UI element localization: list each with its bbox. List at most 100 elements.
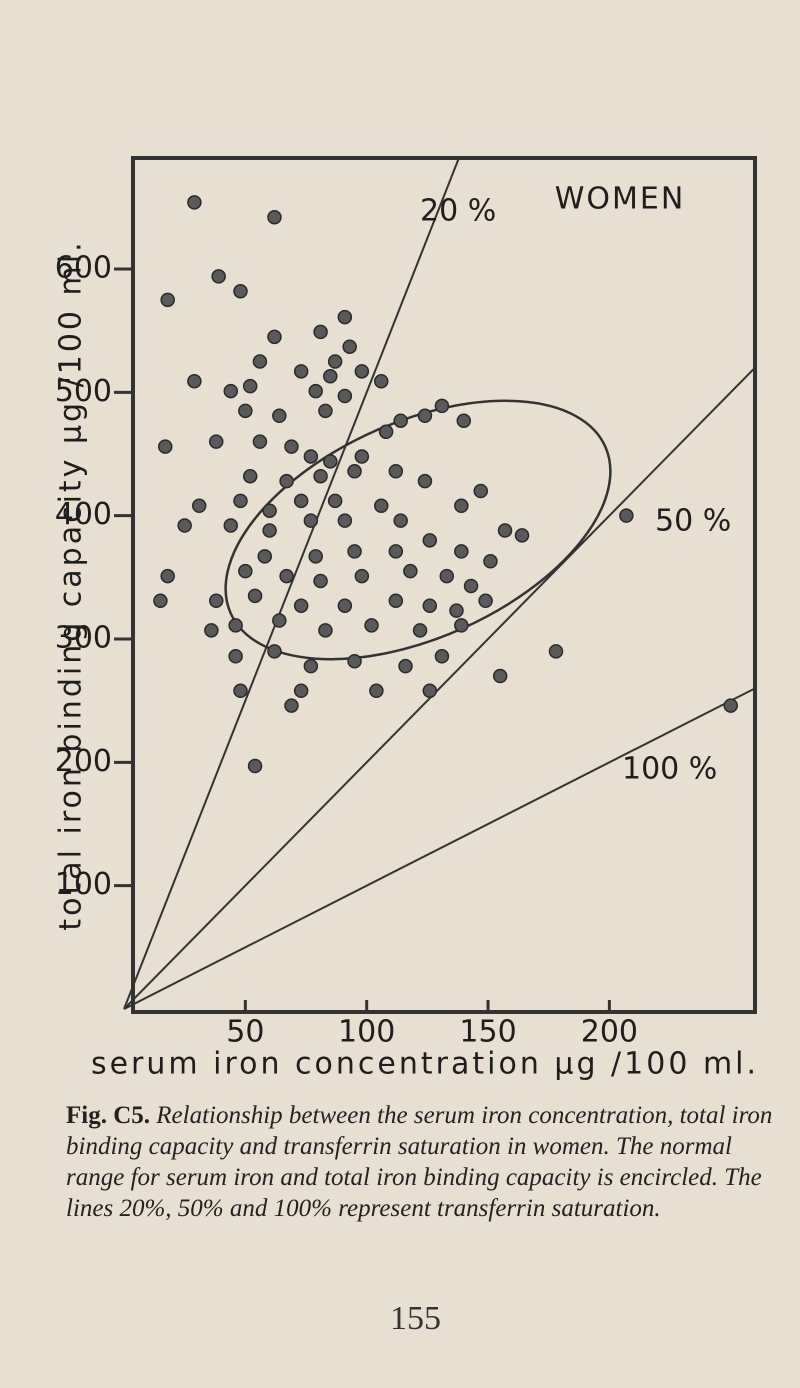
saturation-label: 20 % [420, 194, 496, 229]
y-tick-label: 100 [55, 867, 112, 902]
data-point [242, 468, 258, 484]
data-point [272, 613, 287, 628]
data-point [342, 339, 357, 354]
data-point [398, 658, 413, 674]
data-point [191, 498, 207, 514]
data-point [208, 434, 224, 449]
x-tick-label: 200 [581, 1015, 638, 1050]
data-point [160, 568, 175, 584]
data-point [619, 508, 634, 523]
y-tick-label: 400 [55, 497, 112, 532]
data-point [257, 549, 273, 564]
data-point [242, 378, 258, 394]
data-point [323, 369, 338, 384]
data-point [337, 309, 353, 325]
data-point [422, 683, 438, 699]
x-tick-label: 100 [338, 1015, 395, 1050]
data-point [293, 364, 309, 379]
data-point [284, 439, 299, 454]
data-point [347, 464, 362, 479]
data-point [478, 593, 493, 609]
data-point [347, 544, 362, 559]
data-point [223, 383, 239, 399]
y-tick-label: 500 [55, 374, 112, 409]
chart: WOMEN serum iron concentration μg /100 m… [54, 156, 757, 1082]
data-point [403, 563, 418, 579]
data-point [388, 464, 404, 479]
data-point [160, 292, 175, 308]
data-point [303, 658, 319, 674]
plot-frame [131, 156, 757, 1014]
x-tick-label: 150 [459, 1015, 516, 1050]
data-point [454, 618, 469, 633]
data-point [223, 518, 239, 533]
saturation-line [123, 687, 756, 1010]
data-point [262, 503, 277, 518]
data-point [308, 549, 323, 564]
figure-label: Fig. C5. [66, 1102, 151, 1129]
data-point [417, 473, 433, 489]
data-point [293, 598, 309, 613]
data-point [158, 439, 173, 454]
data-point [337, 598, 353, 613]
data-point [514, 528, 530, 543]
data-point [347, 653, 362, 669]
data-point [417, 408, 433, 424]
data-point [187, 373, 202, 389]
data-point [267, 644, 282, 659]
data-point [313, 324, 328, 340]
data-point [454, 544, 469, 559]
data-point [449, 603, 464, 618]
data-point [337, 388, 353, 404]
normal-range-ellipse [224, 399, 612, 661]
data-point [434, 398, 450, 414]
data-point [454, 498, 469, 514]
data-point [723, 698, 738, 713]
data-point [378, 424, 394, 440]
data-point [374, 498, 389, 514]
data-point [483, 554, 498, 569]
data-point [497, 523, 513, 538]
data-point [422, 533, 438, 548]
chart-title: WOMEN [555, 182, 686, 217]
data-point [293, 683, 309, 699]
data-point [393, 413, 408, 428]
data-point [388, 544, 404, 559]
data-point [303, 513, 319, 528]
data-point [393, 513, 408, 528]
data-point [327, 493, 343, 509]
data-point [388, 593, 404, 609]
data-point [354, 568, 370, 584]
data-point [228, 618, 243, 633]
page-number: 155 [390, 1300, 441, 1337]
data-point [369, 683, 384, 699]
data-point [412, 623, 428, 638]
data-point [354, 364, 370, 379]
data-point [247, 588, 263, 604]
data-point [293, 493, 309, 509]
saturation-line [123, 366, 756, 1010]
y-tick-label: 600 [55, 251, 112, 286]
data-point [228, 649, 243, 664]
y-axis-label: total iron binding capacity μg /100 ml. [54, 239, 89, 930]
data-point [313, 573, 328, 589]
data-point [279, 568, 294, 584]
saturation-line [123, 157, 460, 1010]
data-point [492, 668, 508, 684]
data-point [354, 449, 370, 464]
data-point [204, 623, 219, 638]
data-point [233, 683, 248, 699]
data-point [262, 523, 277, 538]
data-point [238, 563, 253, 579]
data-point [327, 354, 343, 369]
data-point [434, 649, 450, 664]
data-point [473, 483, 489, 499]
data-point [187, 195, 202, 210]
data-point [463, 578, 479, 594]
saturation-label: 50 % [655, 504, 731, 539]
y-tick-label: 200 [55, 744, 112, 779]
data-point [318, 403, 333, 419]
data-point [374, 373, 389, 389]
data-point [337, 513, 353, 528]
